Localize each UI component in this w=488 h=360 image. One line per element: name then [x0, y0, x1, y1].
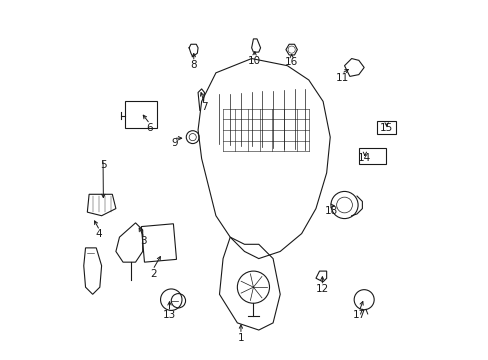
Text: 3: 3 — [140, 237, 147, 247]
Text: 9: 9 — [171, 138, 178, 148]
Text: 16: 16 — [285, 57, 298, 67]
Text: 13: 13 — [163, 310, 176, 320]
Text: 15: 15 — [379, 123, 392, 133]
Text: 6: 6 — [145, 123, 152, 133]
Text: 11: 11 — [335, 73, 348, 83]
Text: 7: 7 — [201, 102, 207, 112]
Bar — [358, 148, 385, 164]
Text: 8: 8 — [190, 60, 197, 70]
Text: 5: 5 — [100, 160, 106, 170]
Text: 10: 10 — [247, 56, 261, 66]
Text: 2: 2 — [150, 269, 156, 279]
Text: 4: 4 — [96, 229, 102, 239]
Bar — [376, 121, 395, 134]
Text: 14: 14 — [358, 153, 371, 163]
Text: 1: 1 — [237, 333, 244, 343]
Bar — [141, 224, 176, 262]
Text: 12: 12 — [315, 284, 328, 294]
Text: 18: 18 — [324, 206, 337, 216]
Bar — [124, 102, 157, 128]
Text: 17: 17 — [352, 310, 366, 320]
